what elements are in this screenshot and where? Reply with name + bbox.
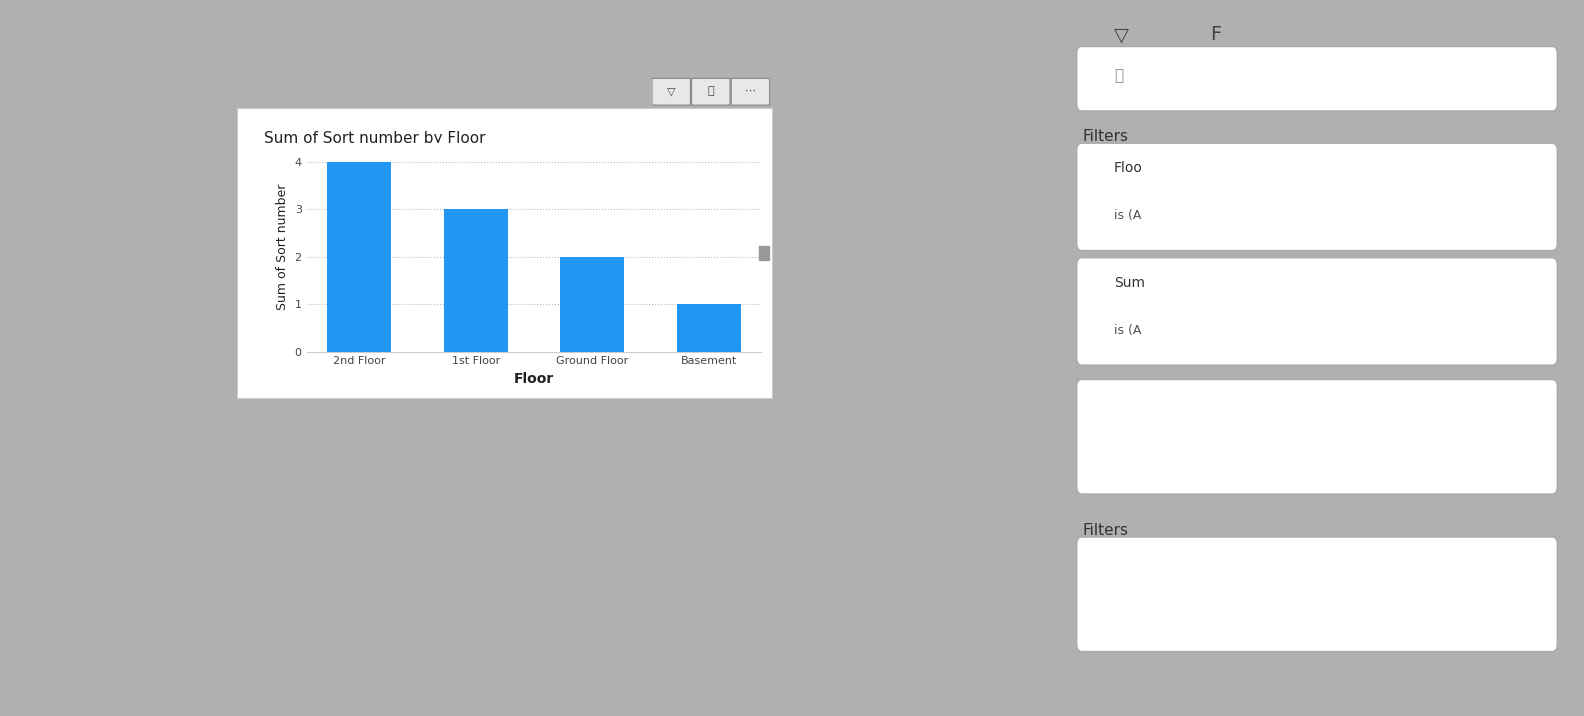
- FancyBboxPatch shape: [1077, 143, 1557, 251]
- Text: ⌕: ⌕: [1114, 68, 1123, 82]
- FancyBboxPatch shape: [1077, 258, 1557, 365]
- Text: is (A: is (A: [1114, 324, 1142, 337]
- FancyBboxPatch shape: [653, 78, 691, 105]
- Text: Sum: Sum: [1114, 276, 1145, 290]
- Text: Sum of Sort number by Floor: Sum of Sort number by Floor: [265, 131, 485, 146]
- Text: is (A: is (A: [1114, 209, 1142, 222]
- Bar: [561, 257, 624, 352]
- FancyBboxPatch shape: [732, 78, 770, 105]
- Y-axis label: Sum of Sort number: Sum of Sort number: [276, 184, 288, 311]
- Bar: [676, 304, 741, 352]
- Text: ▽: ▽: [1114, 25, 1129, 44]
- Bar: [328, 162, 391, 352]
- Text: Filters: Filters: [1082, 129, 1128, 144]
- FancyBboxPatch shape: [692, 78, 730, 105]
- Text: ▽: ▽: [667, 86, 675, 96]
- Text: Filters: Filters: [1082, 523, 1128, 538]
- Text: ⋯: ⋯: [744, 86, 756, 96]
- Text: ⬜: ⬜: [708, 86, 714, 96]
- FancyBboxPatch shape: [1077, 537, 1557, 652]
- Text: F: F: [1210, 25, 1221, 44]
- X-axis label: Floor: Floor: [513, 372, 554, 386]
- Text: Floo: Floo: [1114, 161, 1144, 175]
- FancyBboxPatch shape: [1077, 379, 1557, 494]
- FancyBboxPatch shape: [1077, 47, 1557, 111]
- Bar: [444, 209, 508, 352]
